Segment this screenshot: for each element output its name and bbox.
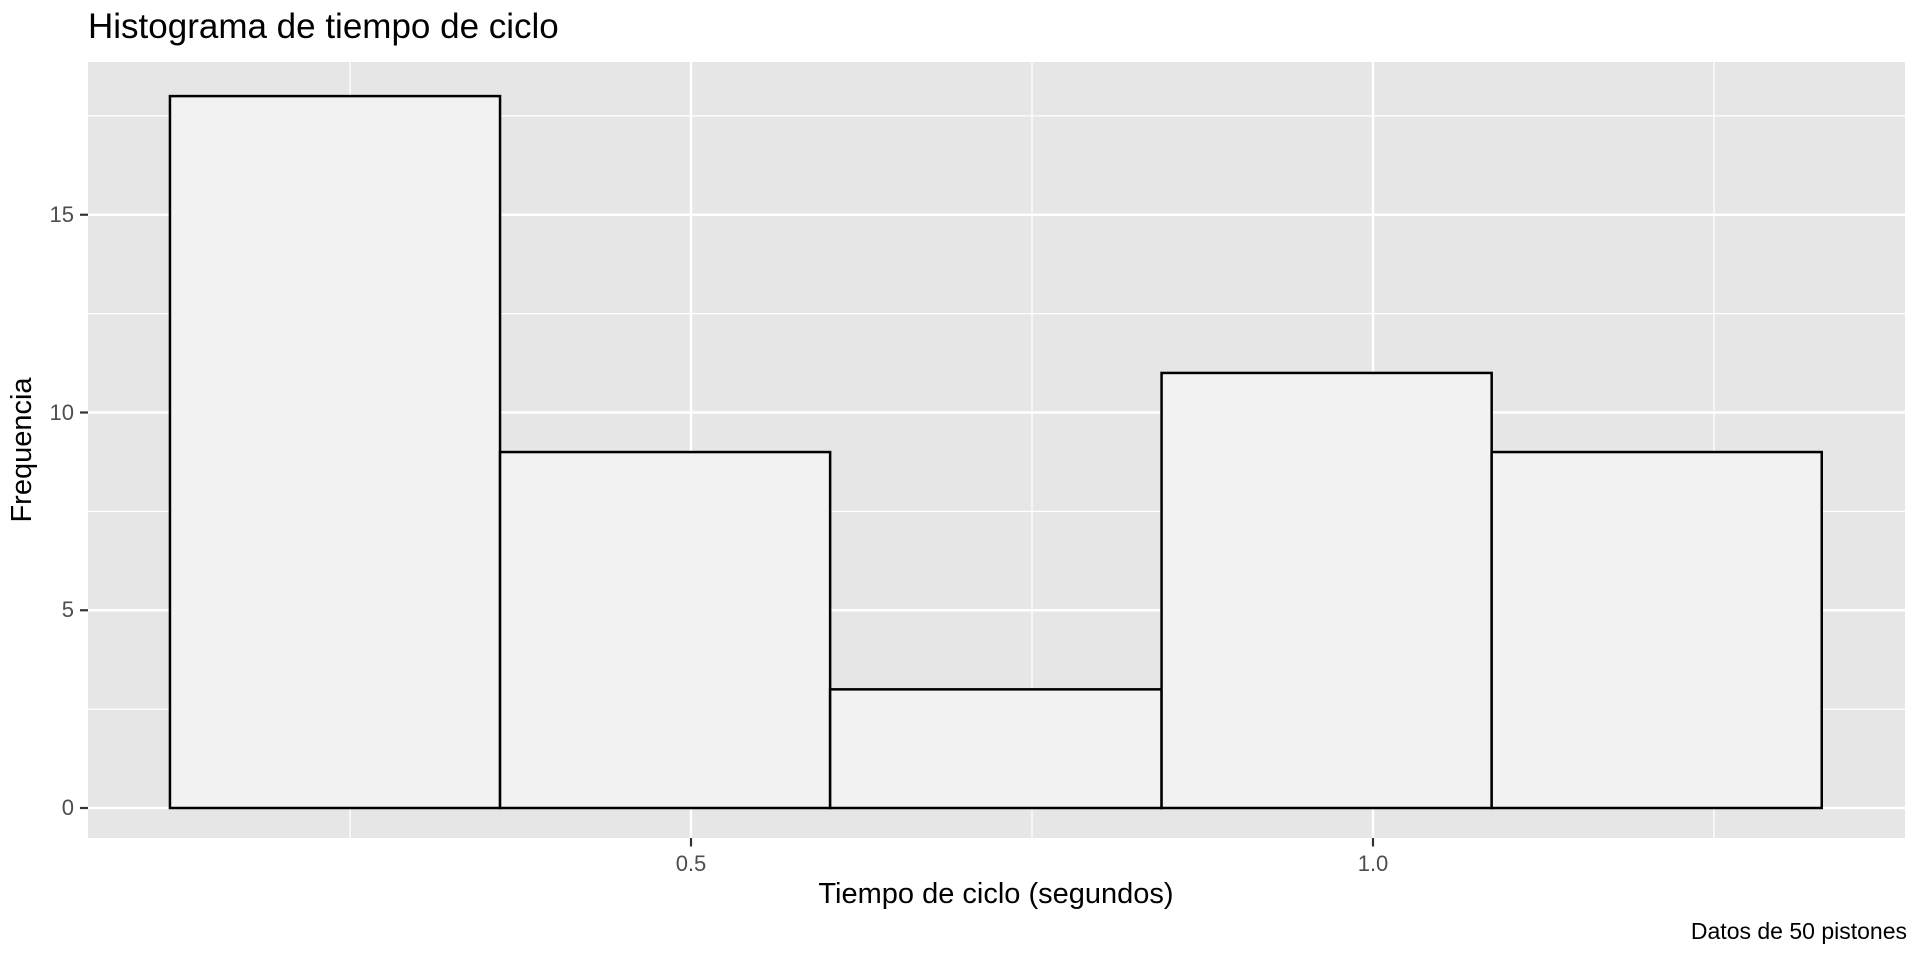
histogram-bar [1490, 450, 1824, 810]
histogram-bar [1160, 371, 1493, 810]
y-axis-tick-label: 5 [61, 597, 74, 623]
histogram-bar [828, 688, 1163, 810]
y-axis-tick-label: 0 [61, 795, 74, 820]
x-axis-title: Tiempo de ciclo (segundos) [818, 878, 1174, 910]
y-axis-tick-label: 10 [49, 399, 74, 425]
y-axis-title: Frequencia [6, 377, 38, 523]
plot-title: Histograma de tiempo de ciclo [88, 7, 559, 46]
caption: Datos de 50 pistones [1690, 918, 1907, 944]
histogram-bar [498, 450, 832, 810]
histogram-bar [168, 94, 502, 810]
x-axis-tick-label: 1.0 [1357, 851, 1389, 876]
y-axis-tick-label: 15 [49, 201, 74, 227]
x-axis-tick-label: 0.5 [675, 851, 707, 876]
